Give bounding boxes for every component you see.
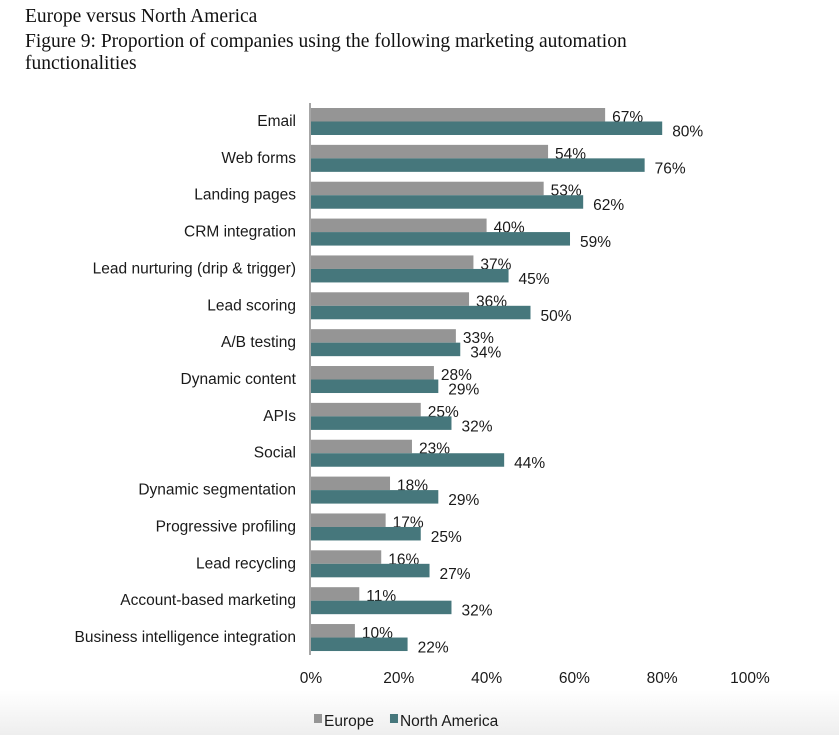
data-label-europe: 33% xyxy=(463,330,494,347)
category-label: Dynamic content xyxy=(181,371,297,388)
bar-north-america xyxy=(311,526,421,541)
bar-north-america xyxy=(311,416,452,430)
background-fade xyxy=(0,690,839,735)
bar-europe xyxy=(311,624,355,638)
bar-europe xyxy=(311,550,382,564)
category-label: Business intelligence integration xyxy=(75,629,296,646)
category-label: Lead nurturing (drip & trigger) xyxy=(93,260,296,277)
bar-north-america xyxy=(311,121,663,135)
data-label-north-america: 80% xyxy=(672,124,703,141)
x-tick-label: 80% xyxy=(647,670,678,687)
data-label-north-america: 27% xyxy=(440,566,471,583)
x-tick-label: 40% xyxy=(471,670,502,687)
bar-north-america xyxy=(311,453,505,467)
category-label: A/B testing xyxy=(221,334,296,351)
category-label: Email xyxy=(257,113,296,130)
x-tick-label: 100% xyxy=(730,670,770,687)
legend-label: Europe xyxy=(324,713,374,730)
data-label-north-america: 62% xyxy=(593,197,624,214)
data-label-north-america: 32% xyxy=(461,603,492,620)
category-label: Social xyxy=(254,445,296,462)
data-label-north-america: 29% xyxy=(448,492,479,509)
data-label-europe: 28% xyxy=(441,367,472,384)
bar-north-america xyxy=(311,563,430,578)
data-label-north-america: 50% xyxy=(541,308,572,325)
bar-north-america xyxy=(311,305,531,320)
bar-europe xyxy=(311,329,456,343)
figure-title-line1: Figure 9: Proportion of companies using … xyxy=(25,31,627,52)
legend-swatch xyxy=(314,714,322,723)
data-label-north-america: 25% xyxy=(431,529,462,546)
data-label-north-america: 32% xyxy=(461,418,492,435)
bar-europe xyxy=(311,402,421,417)
data-label-north-america: 45% xyxy=(519,271,550,288)
x-tick-label: 0% xyxy=(300,670,323,687)
bar-europe xyxy=(311,181,544,196)
bar-europe xyxy=(311,292,470,306)
bar-europe xyxy=(311,513,386,527)
legend-swatch xyxy=(389,714,398,723)
heading: Europe versus North America xyxy=(25,6,258,27)
data-label-north-america: 59% xyxy=(580,234,611,251)
data-label-north-america: 34% xyxy=(470,345,501,362)
bar-europe xyxy=(311,255,474,269)
category-label: Dynamic segmentation xyxy=(138,482,296,499)
category-label: Progressive profiling xyxy=(156,518,296,535)
bar-north-america xyxy=(311,342,461,357)
bar-europe xyxy=(311,476,391,491)
bar-europe xyxy=(311,439,412,454)
bar-europe xyxy=(311,144,549,159)
category-label: Lead recycling xyxy=(196,555,296,572)
bar-north-america xyxy=(311,268,509,283)
bar-north-america xyxy=(311,600,452,615)
category-label: CRM integration xyxy=(184,224,296,241)
category-label: Web forms xyxy=(221,150,296,167)
data-label-north-america: 22% xyxy=(418,640,449,657)
bar-north-america xyxy=(311,490,439,504)
x-tick-label: 60% xyxy=(559,670,590,687)
category-label: Account-based marketing xyxy=(120,592,296,609)
bar-europe xyxy=(311,108,606,122)
bar-north-america xyxy=(311,232,571,246)
data-label-north-america: 44% xyxy=(514,455,545,472)
x-tick-label: 20% xyxy=(383,670,414,687)
data-label-north-america: 29% xyxy=(448,382,479,399)
bar-north-america xyxy=(311,195,584,209)
figure-title-line2: functionalities xyxy=(25,53,137,74)
bar-north-america xyxy=(311,637,408,652)
category-label: APIs xyxy=(263,408,296,425)
category-label: Landing pages xyxy=(194,187,296,204)
bar-europe xyxy=(311,587,360,601)
category-label: Lead scoring xyxy=(207,297,296,314)
bar-europe xyxy=(311,366,434,380)
bar-north-america xyxy=(311,158,645,172)
legend-label: North America xyxy=(400,713,499,730)
bar-north-america xyxy=(311,379,439,394)
data-label-north-america: 76% xyxy=(655,160,686,177)
bar-europe xyxy=(311,218,487,233)
